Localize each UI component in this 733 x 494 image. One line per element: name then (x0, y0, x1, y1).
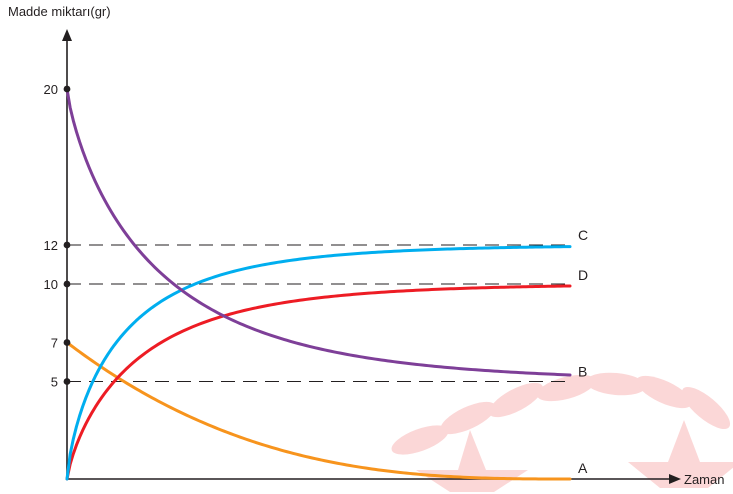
y-tick-label-20: 20 (44, 82, 58, 97)
x-axis-title: Zaman (684, 472, 724, 487)
series-label-b: B (578, 364, 587, 380)
series-line-a (65, 341, 572, 481)
series-label-c: C (578, 227, 588, 243)
x-axis-arrow (669, 474, 681, 484)
series-line-b (65, 87, 572, 377)
series-label-a: A (578, 460, 588, 476)
y-axis-arrow (62, 29, 72, 41)
reference-lines (67, 244, 568, 383)
y-tick-dot-20 (63, 85, 71, 93)
series-label-d: D (578, 267, 588, 283)
series-group (65, 87, 572, 481)
y-tick-label-5: 5 (51, 375, 58, 390)
watermark (391, 372, 733, 492)
y-axis-title: Madde miktarı(gr) (8, 4, 111, 19)
y-tick-dot-5 (63, 378, 71, 385)
y-tick-dot-7 (63, 339, 71, 346)
series-line-d (65, 284, 572, 481)
series-line-c (65, 245, 572, 481)
axes (62, 29, 681, 484)
y-tick-label-7: 7 (51, 336, 58, 351)
y-tick-label-10: 10 (44, 277, 58, 292)
y-tick-label-12: 12 (44, 238, 58, 253)
labels-group: Madde miktarı(gr) Zaman 20 12 10 7 5 A B C D (8, 4, 724, 487)
y-tick-dot-10 (63, 280, 71, 288)
y-tick-dot-12 (63, 241, 71, 249)
